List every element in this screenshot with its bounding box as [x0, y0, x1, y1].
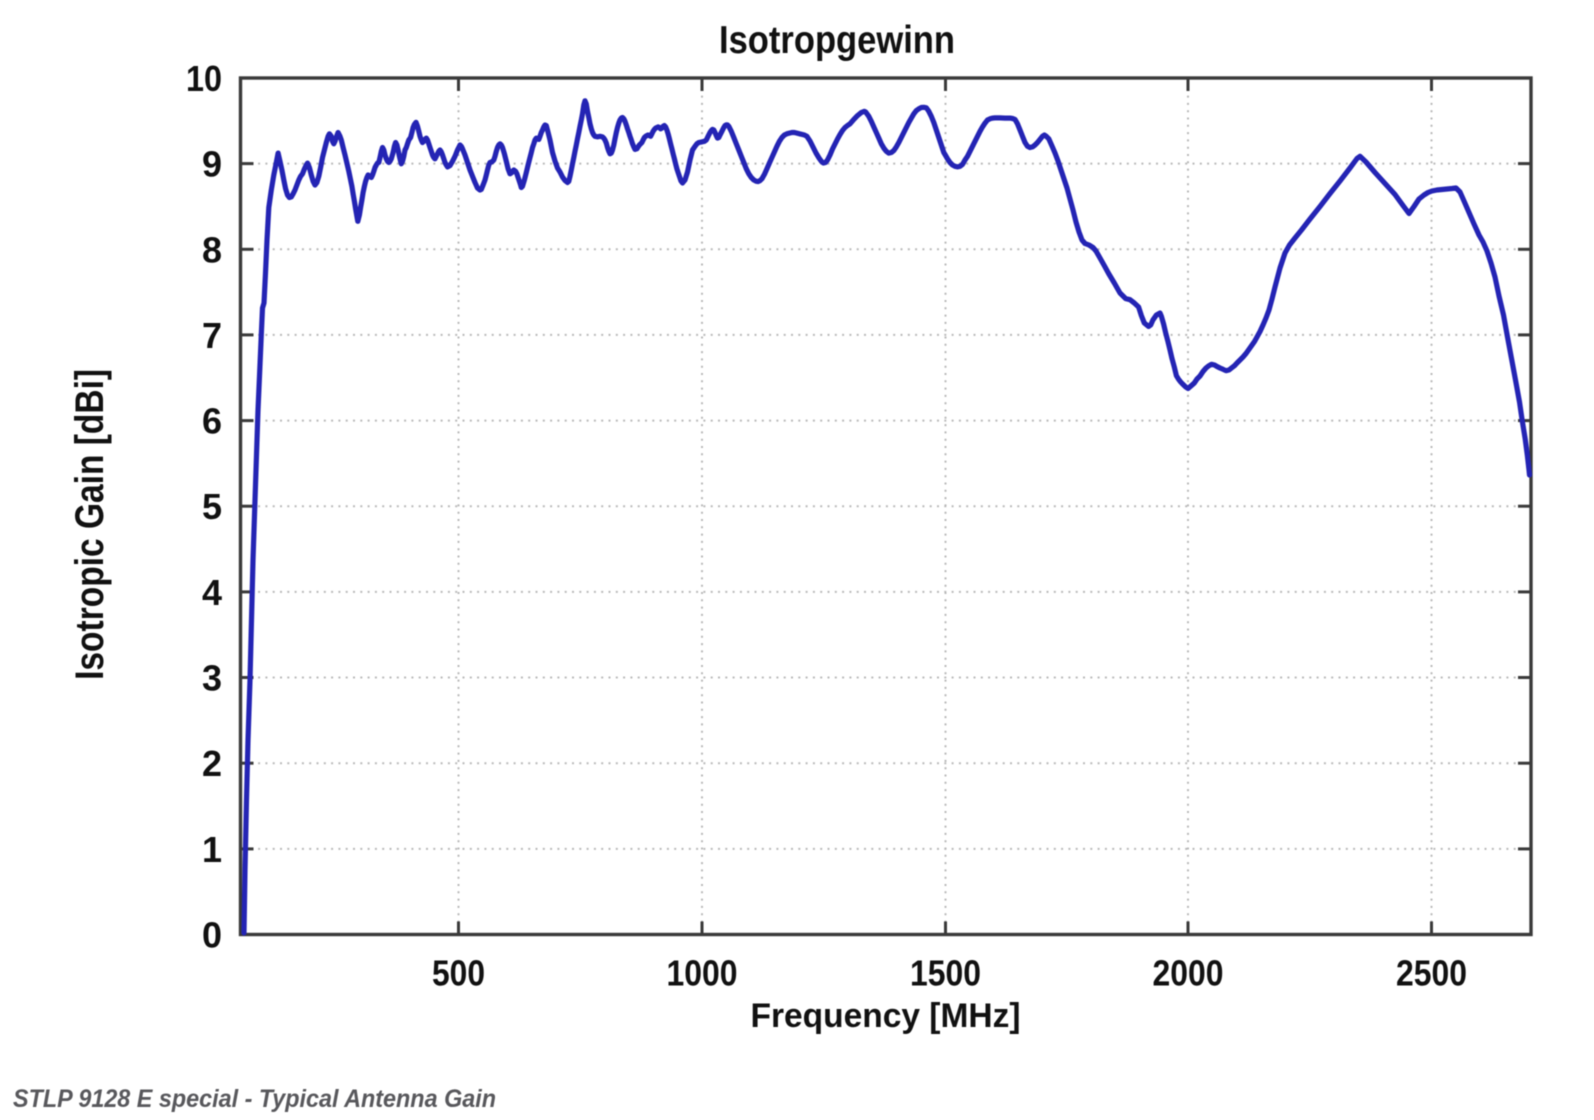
- svg-text:7: 7: [202, 315, 222, 356]
- svg-text:2500: 2500: [1396, 953, 1467, 994]
- svg-text:9: 9: [202, 144, 222, 185]
- svg-text:STLP 9128 E special - Typical: STLP 9128 E special - Typical Antenna Ga…: [13, 1085, 496, 1113]
- svg-text:0: 0: [202, 915, 222, 956]
- svg-text:Isotropgewinn: Isotropgewinn: [719, 19, 955, 62]
- svg-text:8: 8: [202, 229, 222, 270]
- svg-text:1: 1: [202, 829, 222, 870]
- svg-text:2: 2: [202, 743, 222, 784]
- svg-text:10: 10: [186, 58, 222, 99]
- svg-text:4: 4: [202, 572, 222, 613]
- svg-text:1000: 1000: [667, 953, 738, 994]
- svg-text:6: 6: [202, 401, 222, 442]
- svg-text:3: 3: [202, 658, 222, 699]
- svg-text:Isotropic Gain [dBi]: Isotropic Gain [dBi]: [68, 369, 112, 680]
- svg-text:2000: 2000: [1153, 953, 1224, 994]
- svg-text:5: 5: [202, 486, 222, 527]
- svg-text:500: 500: [432, 953, 485, 994]
- svg-text:Frequency [MHz]: Frequency [MHz]: [751, 997, 1021, 1035]
- svg-text:1500: 1500: [910, 953, 981, 994]
